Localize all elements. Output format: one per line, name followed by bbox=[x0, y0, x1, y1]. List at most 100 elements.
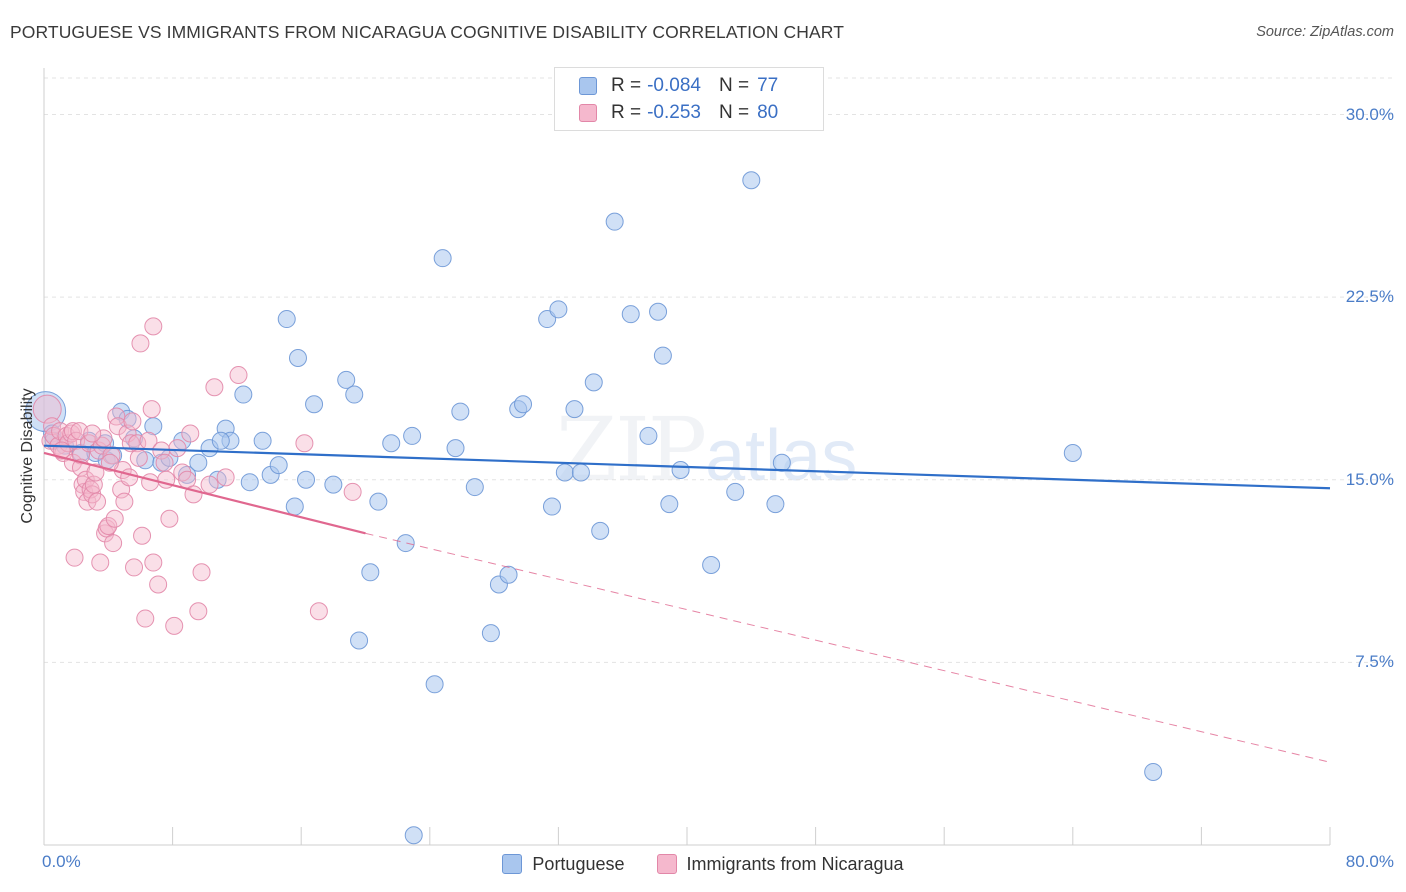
portuguese-point bbox=[189, 453, 208, 472]
x-tick-label-min: 0.0% bbox=[42, 852, 81, 871]
portuguese-point bbox=[649, 302, 668, 321]
nicaragua-point bbox=[128, 434, 147, 453]
portuguese-point bbox=[549, 300, 568, 319]
portuguese-point bbox=[542, 497, 561, 516]
nicaragua-point bbox=[104, 534, 123, 553]
portuguese-point bbox=[253, 431, 272, 450]
portuguese-point bbox=[591, 521, 610, 540]
portuguese-point bbox=[514, 395, 533, 414]
portuguese-point bbox=[211, 431, 230, 450]
nicaragua-point bbox=[118, 424, 137, 443]
nicaragua-trend-line bbox=[43, 451, 366, 535]
legend-r-label: R = bbox=[611, 102, 642, 123]
source-label: Source: ZipAtlas.com bbox=[1256, 24, 1394, 40]
legend-swatch-nicaragua bbox=[579, 104, 597, 122]
legend-n-value: 77 bbox=[757, 75, 779, 96]
nicaragua-point bbox=[229, 366, 248, 385]
portuguese-point bbox=[653, 346, 672, 365]
y-axis-label: Cognitive Disability bbox=[19, 388, 36, 524]
nicaragua-point bbox=[295, 434, 314, 453]
portuguese-point bbox=[555, 463, 574, 482]
portuguese-point bbox=[621, 305, 640, 324]
nicaragua-point bbox=[155, 453, 174, 472]
nicaragua-point bbox=[200, 475, 219, 494]
nicaragua-point bbox=[83, 424, 102, 443]
nicaragua-point bbox=[309, 602, 328, 621]
legend-swatch-portuguese bbox=[502, 854, 523, 874]
portuguese-point bbox=[277, 310, 296, 329]
nicaragua-point bbox=[63, 422, 82, 441]
legend-row-portuguese: R = -0.084 N = 77 bbox=[579, 74, 778, 98]
nicaragua-point bbox=[99, 517, 118, 536]
legend-swatch-portuguese bbox=[579, 77, 597, 95]
portuguese-point bbox=[269, 456, 288, 475]
portuguese-point bbox=[178, 465, 197, 484]
portuguese-point bbox=[305, 395, 324, 414]
legend-r-value: -0.253 bbox=[647, 102, 701, 123]
portuguese-point bbox=[742, 171, 761, 190]
nicaragua-point bbox=[105, 509, 124, 528]
nicaragua-point bbox=[129, 448, 148, 467]
watermark: ZIPatlas bbox=[556, 398, 857, 501]
portuguese-point bbox=[403, 426, 422, 445]
nicaragua-point bbox=[92, 436, 111, 455]
legend-swatch-nicaragua bbox=[656, 854, 677, 874]
portuguese-point bbox=[465, 478, 484, 497]
legend-label-portuguese: Portuguese bbox=[532, 853, 625, 874]
portuguese-point bbox=[605, 212, 624, 231]
portuguese-point bbox=[350, 631, 369, 650]
portuguese-point bbox=[451, 402, 470, 421]
nicaragua-point bbox=[123, 412, 142, 431]
series-legend: Portuguese Immigrants from Nicaragua bbox=[0, 851, 1406, 877]
portuguese-point bbox=[702, 555, 721, 574]
nicaragua-point bbox=[160, 509, 179, 528]
nicaragua-point bbox=[115, 492, 134, 511]
legend-n-label: N = bbox=[718, 75, 750, 96]
nicaragua-point bbox=[192, 563, 211, 582]
nicaragua-point bbox=[131, 334, 150, 353]
nicaragua-point bbox=[86, 463, 105, 482]
nicaragua-trend-extension bbox=[365, 532, 1331, 763]
y-tick-label: 30.0% bbox=[1345, 104, 1394, 124]
legend-item-nicaragua[interactable]: Immigrants from Nicaragua bbox=[656, 853, 904, 875]
portuguese-point bbox=[671, 461, 690, 480]
nicaragua-point bbox=[142, 400, 161, 419]
legend-label-nicaragua: Immigrants from Nicaragua bbox=[686, 853, 904, 874]
legend-n-label: N = bbox=[718, 102, 750, 123]
portuguese-point bbox=[584, 373, 603, 392]
portuguese-point bbox=[481, 624, 500, 643]
nicaragua-point bbox=[165, 616, 184, 635]
portuguese-point bbox=[324, 475, 343, 494]
portuguese-point bbox=[1144, 762, 1163, 781]
portuguese-point bbox=[382, 434, 401, 453]
nicaragua-point bbox=[205, 378, 224, 397]
nicaragua-point bbox=[189, 602, 208, 621]
nicaragua-point bbox=[65, 548, 84, 567]
y-tick-label: 7.5% bbox=[1355, 652, 1394, 672]
legend-item-portuguese[interactable]: Portuguese bbox=[502, 853, 625, 875]
y-tick-label: 22.5% bbox=[1345, 287, 1394, 307]
chart-title: PORTUGUESE VS IMMIGRANTS FROM NICARAGUA … bbox=[10, 22, 844, 42]
legend-r-value: -0.084 bbox=[647, 75, 701, 96]
nicaragua-point bbox=[181, 424, 200, 443]
portuguese-point bbox=[639, 426, 658, 445]
legend-r-label: R = bbox=[611, 75, 642, 96]
legend-n-value: 80 bbox=[757, 102, 779, 123]
portuguese-point bbox=[234, 385, 253, 404]
portuguese-point bbox=[369, 492, 388, 511]
portuguese-point bbox=[1063, 443, 1082, 462]
portuguese-point bbox=[404, 826, 423, 845]
portuguese-point bbox=[433, 249, 452, 268]
portuguese-point bbox=[660, 495, 679, 514]
portuguese-point bbox=[499, 565, 518, 584]
nicaragua-point bbox=[100, 453, 119, 472]
portuguese-point bbox=[766, 495, 785, 514]
nicaragua-point bbox=[144, 317, 163, 336]
y-tick-label: 15.0% bbox=[1345, 469, 1394, 489]
portuguese-trend-line bbox=[43, 444, 1331, 490]
portuguese-point bbox=[396, 534, 415, 553]
legend-row-nicaragua: R = -0.253 N = 80 bbox=[579, 101, 778, 125]
nicaragua-point bbox=[88, 492, 107, 511]
nicaragua-point bbox=[141, 473, 160, 492]
